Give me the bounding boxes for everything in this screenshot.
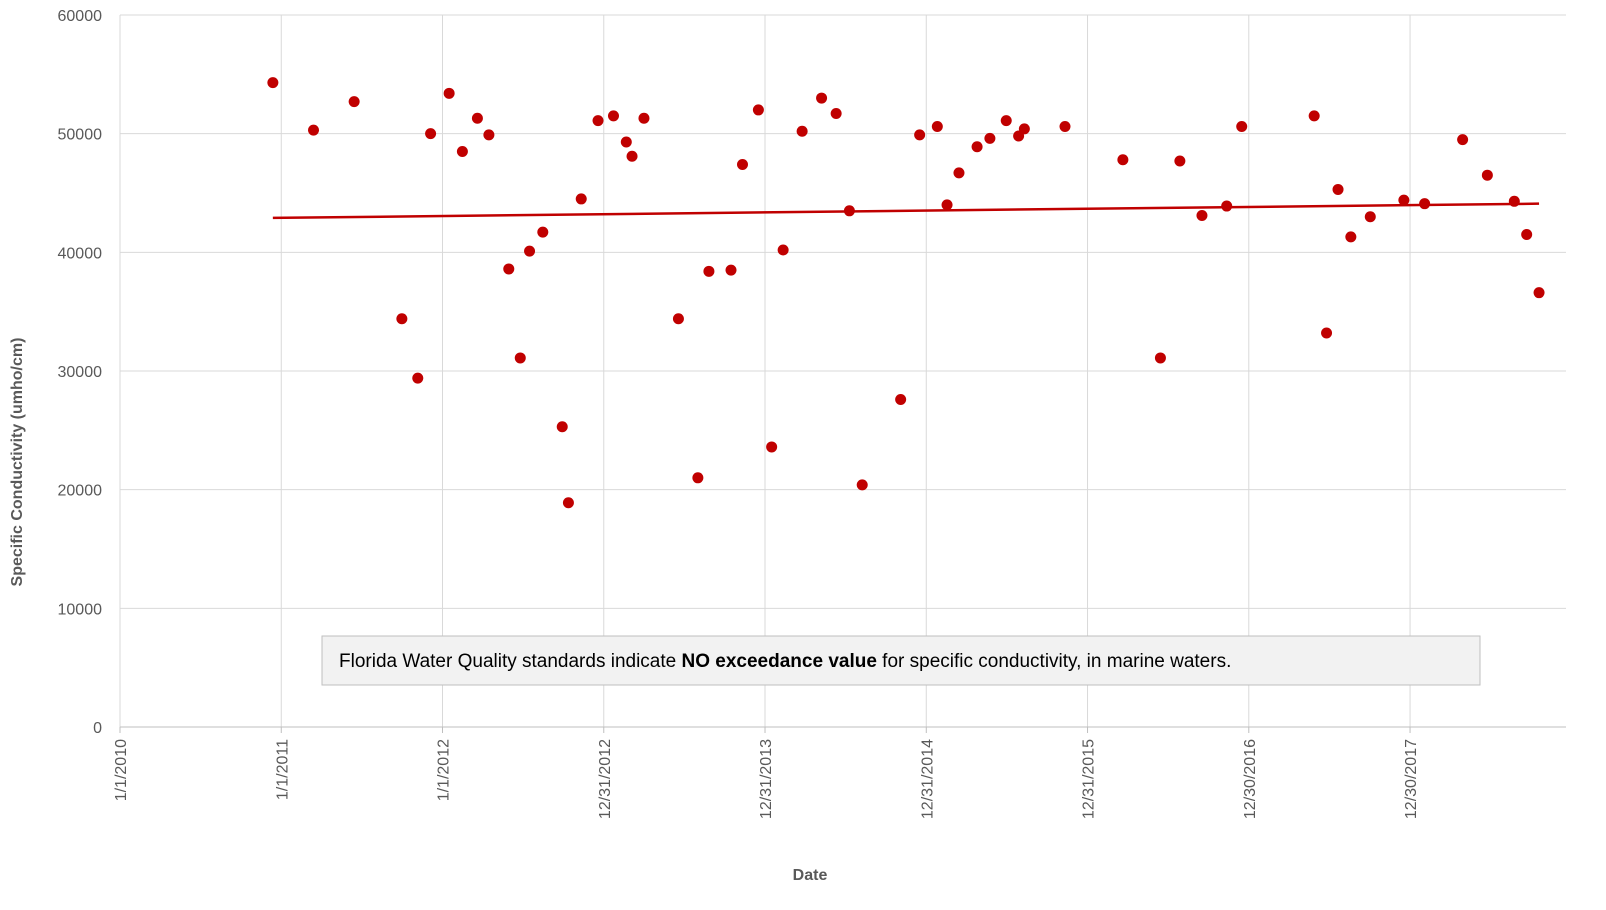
point — [777, 244, 789, 256]
y-tick-label: 30000 — [58, 364, 103, 381]
annotation-bold: NO exceedance value — [682, 651, 877, 672]
x-tick-label: 12/31/2013 — [758, 739, 775, 819]
point — [1236, 121, 1248, 133]
point — [348, 96, 360, 108]
point — [471, 112, 483, 124]
point — [556, 421, 568, 433]
point — [456, 145, 468, 157]
point — [396, 313, 408, 325]
point — [1481, 169, 1493, 181]
point — [736, 159, 748, 171]
point — [692, 472, 704, 484]
x-tick-label: 1/1/2011 — [274, 739, 291, 800]
point — [620, 136, 632, 148]
point — [1332, 183, 1344, 195]
point — [816, 92, 828, 104]
point — [843, 205, 855, 217]
y-tick-label: 60000 — [58, 8, 103, 25]
point — [607, 110, 619, 122]
point — [1508, 195, 1520, 207]
y-axis-title: Specific Conductivity (umho/cm) — [9, 338, 26, 587]
point — [1308, 110, 1320, 122]
point — [412, 372, 424, 384]
x-tick-label: 1/1/2012 — [436, 739, 453, 801]
point — [672, 313, 684, 325]
point — [575, 193, 587, 205]
point — [1117, 154, 1129, 166]
point — [1059, 121, 1071, 133]
y-tick-label: 10000 — [58, 601, 103, 618]
y-tick-label: 20000 — [58, 483, 103, 500]
point — [895, 393, 907, 405]
point — [1364, 211, 1376, 223]
plot-area: 0 10000 20000 30000 40000 50000 60000 1/1/2010 1… — [58, 8, 1566, 819]
point — [503, 263, 515, 275]
point — [971, 141, 983, 153]
point — [953, 167, 965, 179]
point — [914, 129, 926, 141]
point — [1533, 287, 1545, 299]
y-tick-label: 40000 — [58, 245, 103, 262]
point — [752, 104, 764, 116]
annotation-box — [321, 635, 1481, 686]
point — [562, 497, 574, 509]
point — [1457, 134, 1469, 146]
point — [984, 132, 996, 144]
point — [856, 479, 868, 491]
x-tick-label: 1/1/2010 — [113, 739, 130, 801]
point — [1345, 231, 1357, 243]
x-tick-label: 12/30/2016 — [1242, 739, 1259, 819]
point — [592, 115, 604, 127]
point — [638, 112, 650, 124]
point — [443, 87, 455, 99]
point — [1221, 200, 1233, 212]
point — [941, 199, 953, 211]
point — [1398, 194, 1410, 206]
point — [1174, 155, 1186, 167]
x-tick-label: 12/31/2015 — [1081, 739, 1098, 819]
point — [537, 226, 549, 238]
point — [1018, 123, 1030, 135]
point — [1196, 210, 1208, 222]
trendline — [272, 202, 1540, 220]
y-tick-label: 50000 — [58, 127, 103, 144]
point — [1000, 115, 1012, 127]
point — [524, 245, 536, 257]
annotation-text: Florida Water Quality standards indicate — [339, 651, 682, 672]
y-tick-label: 0 — [93, 720, 102, 737]
annotation: Florida Water Quality standards indicate… — [339, 651, 1231, 672]
point — [796, 125, 808, 137]
point — [1154, 352, 1166, 364]
point — [425, 128, 437, 140]
point — [267, 77, 279, 89]
point — [514, 352, 526, 364]
point — [1321, 327, 1333, 339]
point — [308, 124, 320, 136]
annotation-text: for specific conductivity, in marine wat… — [877, 651, 1231, 672]
point — [703, 265, 715, 277]
point — [1521, 229, 1533, 241]
point — [766, 441, 778, 453]
x-tick-label: 12/31/2012 — [597, 739, 614, 819]
point — [725, 264, 737, 276]
point — [483, 129, 495, 141]
point — [931, 121, 943, 133]
x-axis-title: Date — [793, 867, 828, 884]
point — [626, 150, 638, 162]
point — [830, 107, 842, 119]
point — [1419, 198, 1431, 210]
x-tick-label: 12/30/2017 — [1403, 739, 1420, 819]
x-tick-label: 12/31/2014 — [919, 739, 936, 819]
